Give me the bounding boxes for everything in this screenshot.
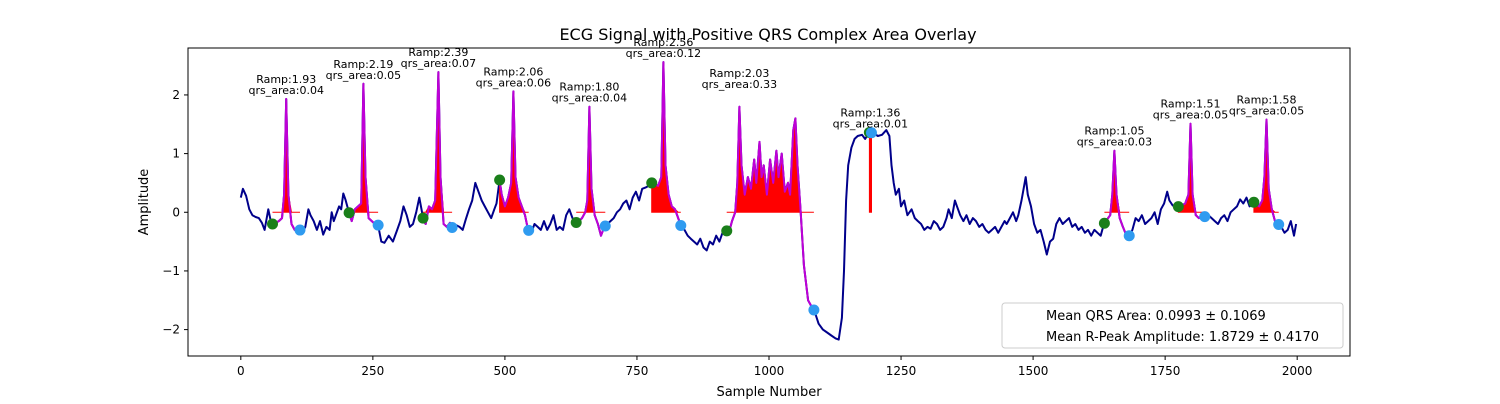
legend-entry-mean-qrs-area: Mean QRS Area: 0.0993 ± 0.1069 (1046, 309, 1266, 324)
y-tick-label: 0 (172, 205, 180, 219)
qrs-offset-marker-5 (600, 220, 611, 231)
qrs-area-label-2: qrs_area:0.05 (326, 69, 401, 82)
qrs-area-label-4: qrs_area:0.06 (476, 76, 551, 89)
qrs-offset-marker-2 (373, 220, 384, 231)
qrs-area-label-5: qrs_area:0.04 (552, 92, 627, 105)
y-axis: −2 −1 0 1 2 (162, 88, 188, 337)
qrs-area-label-11: qrs_area:0.05 (1229, 105, 1304, 118)
qrs-onset-marker-11 (1248, 197, 1259, 208)
qrs-area-label-6: qrs_area:0.12 (626, 47, 701, 60)
qrs-offset-marker-11 (1273, 219, 1284, 230)
y-tick-label: −1 (162, 264, 180, 278)
qrs-onset-marker-5 (571, 217, 582, 228)
qrs-onset-marker-4 (494, 175, 505, 186)
qrs-offset-marker-9 (1124, 230, 1135, 241)
x-tick-label: 1000 (754, 364, 785, 378)
x-tick-label: 250 (361, 364, 384, 378)
x-tick-label: 1500 (1018, 364, 1049, 378)
y-axis-label: Amplitude (137, 169, 152, 236)
x-tick-label: 0 (237, 364, 245, 378)
qrs-offset-marker-7 (808, 305, 819, 316)
legend: Mean QRS Area: 0.0993 ± 0.1069 Mean R-Pe… (1002, 303, 1343, 348)
qrs-offset-marker-3 (447, 222, 458, 233)
legend-entry-mean-r-peak-amplitude: Mean R-Peak Amplitude: 1.8729 ± 0.4170 (1046, 330, 1319, 345)
qrs-offset-marker-10 (1199, 211, 1210, 222)
x-axis-label: Sample Number (716, 385, 822, 400)
qrs-onset-marker-1 (267, 219, 278, 230)
x-tick-label: 2000 (1282, 364, 1313, 378)
qrs-area-label-1: qrs_area:0.04 (249, 84, 324, 97)
x-tick-label: 750 (626, 364, 649, 378)
y-tick-label: 2 (172, 88, 180, 102)
qrs-area-label-10: qrs_area:0.05 (1153, 109, 1228, 122)
chart-title: ECG Signal with Positive QRS Complex Are… (559, 25, 976, 44)
y-tick-label: 1 (172, 147, 180, 161)
qrs-area-fill-6 (652, 62, 681, 212)
qrs-area-label-9: qrs_area:0.03 (1077, 136, 1152, 149)
qrs-onset-marker-7 (721, 225, 732, 236)
qrs-onset-marker-9 (1099, 218, 1110, 229)
qrs-area-label-3: qrs_area:0.07 (401, 57, 476, 70)
y-tick-label: −2 (162, 323, 180, 337)
qrs-onset-marker-10 (1173, 201, 1184, 212)
x-tick-label: 1250 (886, 364, 917, 378)
plot-area: Ramp:1.93qrs_area:0.04Ramp:2.19qrs_area:… (241, 36, 1304, 340)
qrs-onset-marker-2 (344, 207, 355, 218)
qrs-area-fill-8 (869, 133, 871, 213)
qrs-segment-5 (576, 107, 605, 236)
x-tick-label: 500 (493, 364, 516, 378)
qrs-onset-marker-3 (418, 213, 429, 224)
qrs-offset-marker-4 (523, 225, 534, 236)
qrs-onset-marker-6 (646, 177, 657, 188)
x-tick-label: 1750 (1150, 364, 1181, 378)
qrs-offset-marker-6 (675, 220, 686, 231)
qrs-offset-marker-1 (294, 225, 305, 236)
qrs-area-label-7: qrs_area:0.33 (702, 78, 777, 91)
qrs-area-label-8: qrs_area:0.01 (833, 117, 908, 130)
x-axis: 0 250 500 750 1000 1250 1500 1750 2000 (237, 356, 1312, 378)
